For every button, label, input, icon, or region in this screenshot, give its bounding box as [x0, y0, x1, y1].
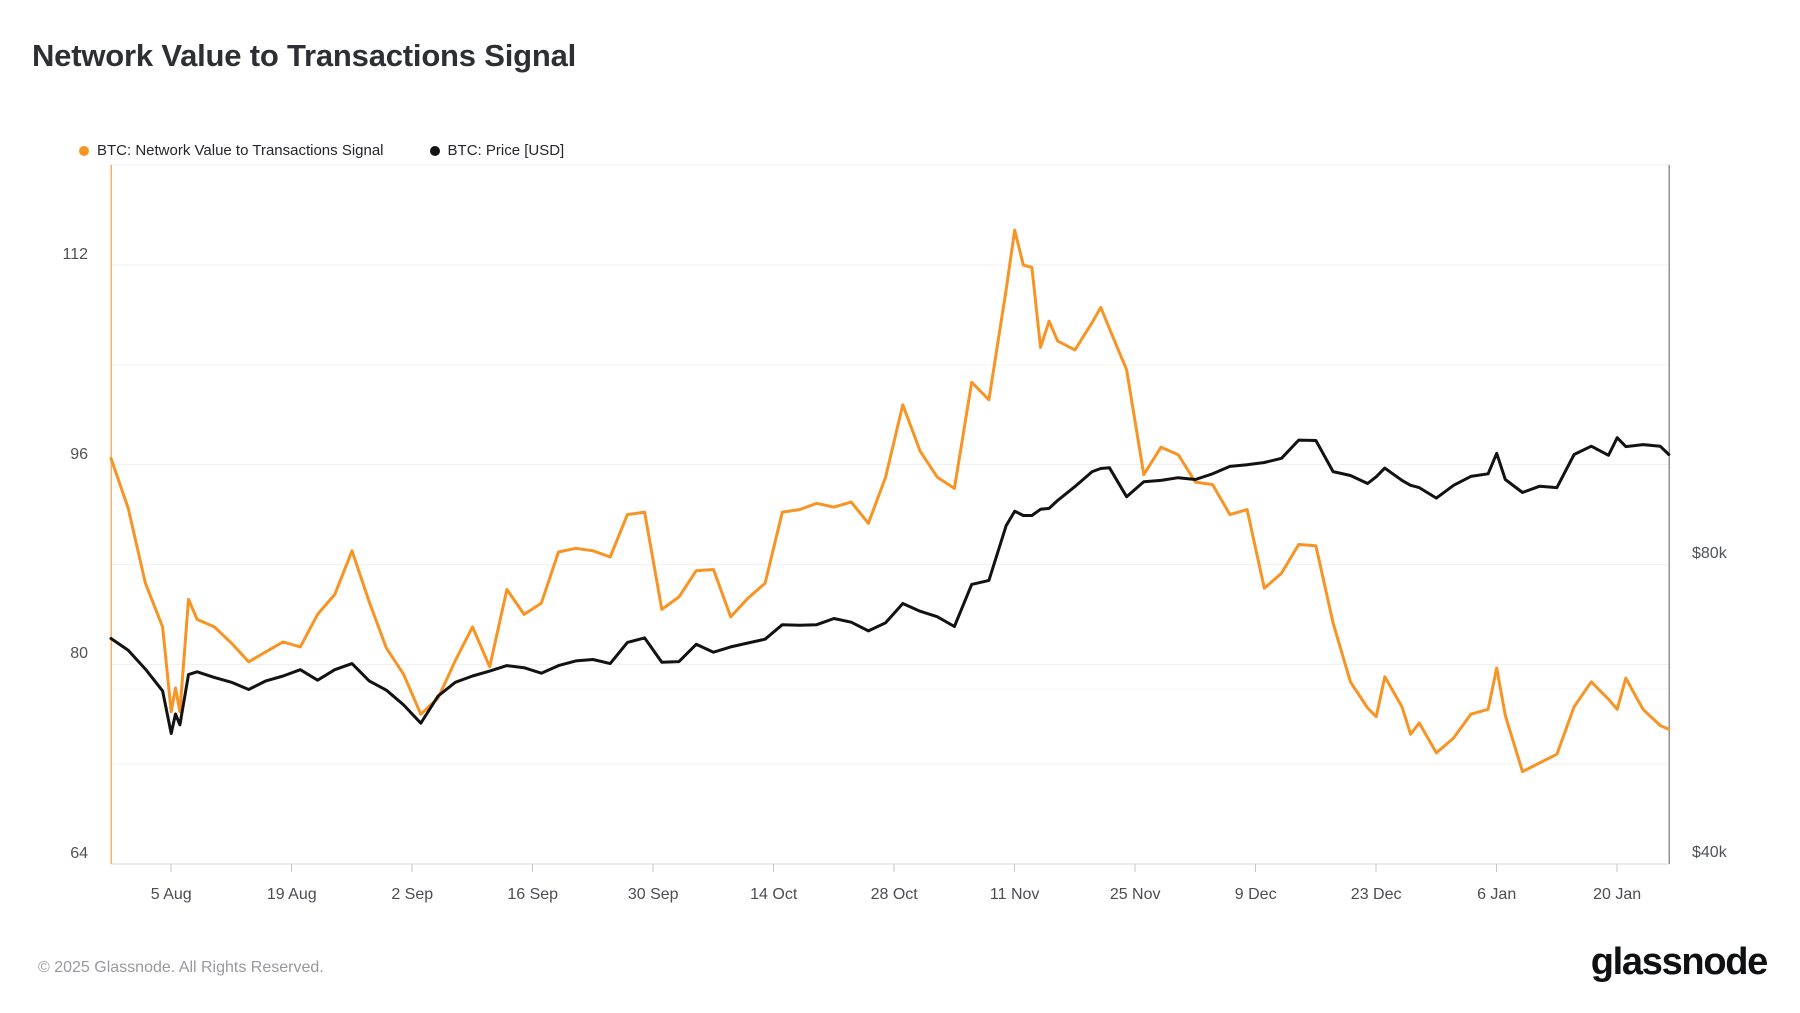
y-axis-label-left: 80: [70, 645, 88, 663]
legend-item-label: BTC: Price [USD]: [447, 142, 565, 159]
y-axis-label-right: $80k: [1692, 544, 1727, 562]
legend-dot-price-icon: [429, 145, 440, 156]
legend: BTC: Network Value to Transactions Signa…: [79, 142, 564, 159]
page-title: Network Value to Transactions Signal: [32, 38, 577, 73]
x-axis-label: 6 Jan: [1477, 886, 1517, 903]
y-axis-label-left: 64: [70, 844, 88, 862]
legend-item-nvt-signal[interactable]: BTC: Network Value to Transactions Signa…: [79, 142, 384, 159]
x-axis-label: 5 Aug: [150, 886, 192, 903]
x-axis-label: 19 Aug: [266, 886, 317, 903]
x-axis-label: 9 Dec: [1234, 886, 1277, 903]
x-axis-label: 11 Nov: [989, 886, 1040, 903]
legend-dot-nvt-icon: [79, 145, 89, 156]
copyright-text: © 2025 Glassnode. All Rights Reserved.: [38, 959, 324, 976]
price-line: [109, 436, 1671, 735]
x-axis-label: 14 Oct: [750, 886, 798, 903]
glassnode-logo: glassnode: [1590, 941, 1769, 983]
x-axis-label: 16 Sep: [507, 886, 559, 903]
x-axis-label: 20 Jan: [1593, 886, 1642, 903]
legend-item-price[interactable]: BTC: Price [USD]: [429, 142, 565, 159]
y-axis-label-left: 112: [62, 246, 88, 263]
x-axis-label: 25 Nov: [1109, 886, 1161, 903]
y-axis-label-right: $40k: [1692, 843, 1727, 861]
x-axis-label: 30 Sep: [627, 886, 679, 903]
x-axis-label: 28 Oct: [870, 886, 918, 903]
x-axis-label: 23 Dec: [1350, 886, 1402, 903]
x-axis-label: 2 Sep: [391, 886, 434, 903]
y-axis-label-left: 96: [70, 445, 88, 463]
nvt-signal-line: [109, 228, 1671, 774]
legend-item-label: BTC: Network Value to Transactions Signa…: [97, 142, 384, 159]
